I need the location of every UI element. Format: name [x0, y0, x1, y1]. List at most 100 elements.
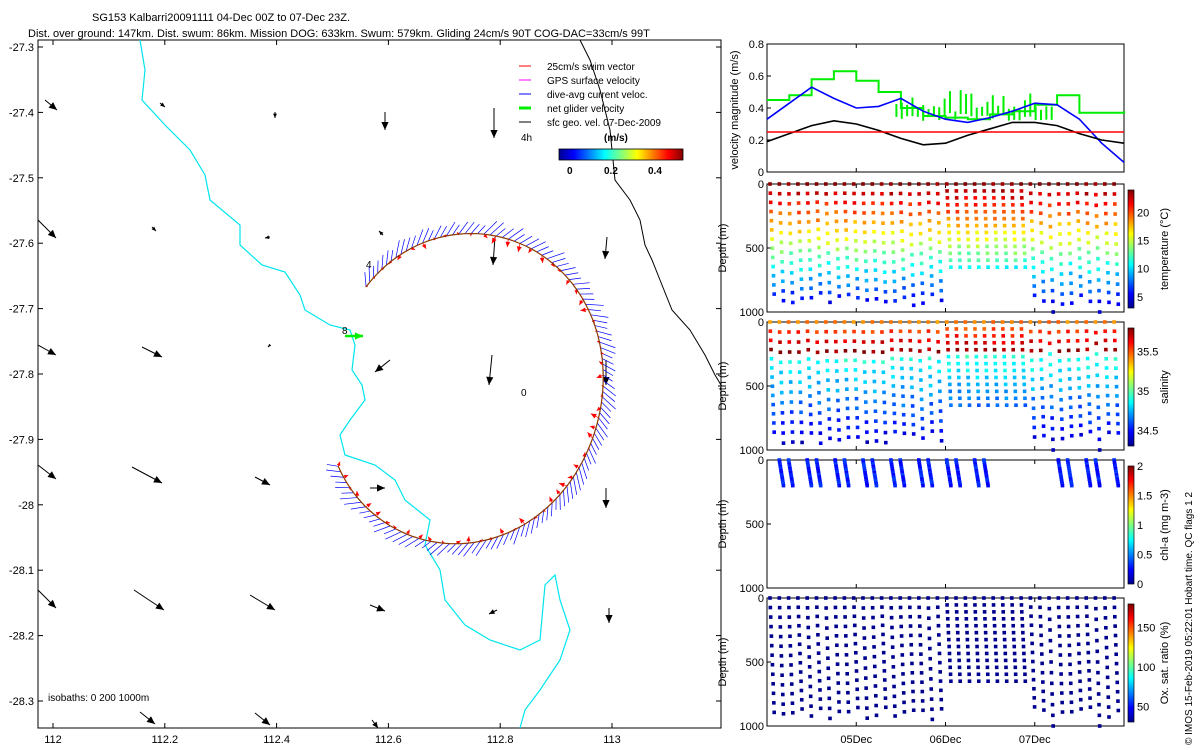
temperature-sample: [1069, 281, 1073, 286]
geo-velocity-arrow-head: [273, 113, 277, 118]
temperature-sample: [781, 298, 786, 303]
salinity-sample: [938, 389, 942, 394]
oxygen-sample: [920, 689, 925, 694]
oxygen-sample: [927, 636, 932, 641]
oxygen-sample: [1023, 672, 1027, 677]
temperature-sample: [985, 258, 990, 263]
salinity-sample: [1050, 426, 1055, 431]
chla-sample: [944, 458, 949, 462]
oxygen-sample: [949, 679, 953, 683]
temperature-sample: [788, 221, 792, 226]
oxygen-sample: [768, 615, 773, 619]
oxygen-sample: [948, 672, 953, 677]
swim-vector: [421, 242, 427, 250]
swim-vector: [580, 307, 589, 313]
temperature-sample: [1002, 216, 1007, 221]
oxygen-sample: [1097, 702, 1101, 707]
oxygen-sample: [818, 697, 823, 701]
oxygen-sample: [1048, 628, 1052, 632]
chla-sample: [899, 462, 903, 467]
salinity-sample: [1050, 405, 1054, 410]
dac-vector: [569, 481, 574, 500]
dac-vector: [436, 543, 450, 556]
chla-cbar-label: chl-a (mg m-3): [1159, 489, 1171, 561]
dac-vector: [364, 272, 367, 287]
salinity-sample: [983, 354, 988, 359]
salinity-sample: [833, 320, 837, 324]
temperature-sample: [769, 228, 774, 232]
temperature-sample: [796, 191, 801, 196]
chla-sample: [902, 483, 907, 488]
oxygen-sample: [834, 615, 838, 619]
temperature-sample: [864, 278, 869, 283]
salinity-sample: [890, 347, 894, 352]
oxygen-sample: [918, 642, 923, 647]
temperature-sample: [966, 244, 971, 249]
salinity-sample: [986, 403, 990, 407]
salinity-sample: [835, 379, 839, 383]
salinity-sample: [777, 330, 782, 334]
chla-sample: [870, 460, 875, 464]
salinity-sample: [816, 370, 821, 375]
temperature-sample: [1022, 244, 1027, 249]
temperature-sample: [778, 211, 783, 215]
salinity-sample: [902, 431, 907, 436]
oxygen-sample: [824, 606, 828, 610]
salinity-sample: [893, 429, 897, 434]
oxygen-sample: [1094, 617, 1098, 622]
oxygen-sample: [936, 614, 940, 619]
temperature-sample: [975, 244, 980, 249]
salinity-sample: [972, 320, 977, 324]
oxygen-sample: [880, 614, 885, 619]
temperature-sample: [780, 259, 784, 264]
temperature-sample: [789, 271, 794, 275]
oxygen-sample: [964, 617, 969, 621]
salinity-sample: [899, 338, 903, 343]
chla-sample: [891, 473, 896, 477]
chla-sample: [807, 473, 812, 477]
legend-swim-label: 25cm/s swim vector: [547, 62, 635, 73]
oxygen-sample: [985, 672, 990, 677]
salinity-sample: [910, 404, 915, 408]
oxygen-sample: [1057, 615, 1061, 619]
salinity-sample: [954, 327, 959, 331]
chla-sample: [1113, 466, 1118, 471]
temperature-sample: [768, 191, 773, 195]
chla-sample: [899, 464, 904, 469]
salinity-sample: [1086, 365, 1090, 370]
temperature-sample: [955, 209, 960, 214]
temperature-sample: [926, 191, 931, 195]
oxygen-sample: [769, 634, 774, 638]
chla-sample: [900, 468, 904, 473]
temperature-sample: [824, 201, 829, 206]
geo-velocity-arrow: [38, 344, 57, 356]
oxygen-sample: [787, 624, 792, 629]
salinity-sample: [1031, 406, 1036, 411]
oxygen-sample: [798, 670, 803, 674]
salinity-sample: [926, 329, 931, 333]
salinity-sample: [863, 380, 867, 384]
map-ytick-label: -28.1: [9, 565, 34, 577]
temperature-sample: [939, 298, 944, 303]
dac-vector: [369, 518, 381, 523]
dac-vector: [440, 225, 447, 238]
oxygen-sample: [1041, 698, 1046, 703]
temperature-sample: [954, 189, 959, 193]
oxygen-sample: [864, 686, 868, 690]
oxygen-sample: [825, 646, 830, 650]
oxygen-sample: [1050, 702, 1055, 707]
salinity-sample: [788, 380, 793, 384]
salinity-sample: [1050, 416, 1054, 420]
oxygen-sample: [881, 632, 885, 637]
salinity-sample: [1097, 426, 1101, 431]
oxygen-sample: [1049, 660, 1053, 664]
temperature-sample: [872, 239, 877, 244]
temperature-sample: [1115, 272, 1120, 276]
temperature-sample: [808, 276, 813, 281]
temperature-sample: [956, 230, 961, 235]
oxygen-sample: [917, 596, 921, 600]
oxygen-sample: [1112, 605, 1117, 610]
salinity-sample: [1106, 402, 1110, 407]
temperature-sample: [816, 236, 821, 241]
swim-vector: [528, 248, 533, 254]
